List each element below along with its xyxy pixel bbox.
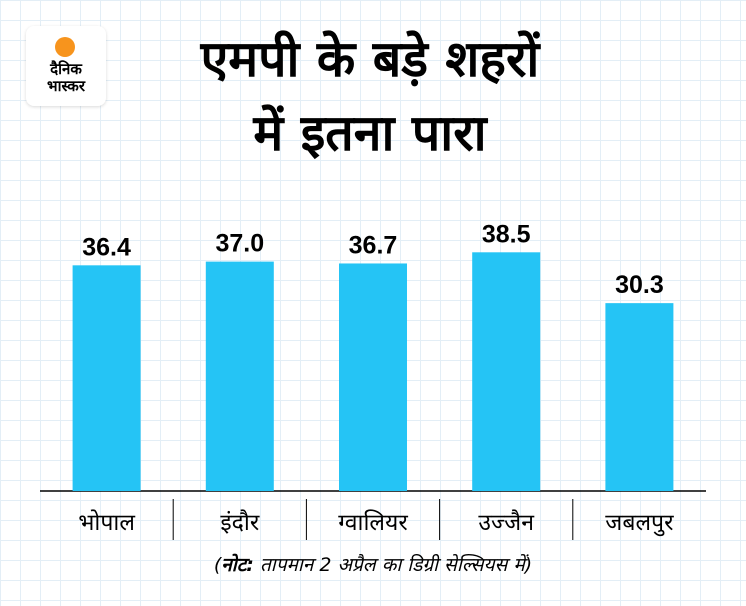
- brand-name-line2: भास्कर: [47, 77, 85, 95]
- bar: [72, 265, 141, 491]
- data-label: 38.5: [482, 220, 531, 248]
- note-text: तापमान 2 अप्रैल का डिग्री सेल्सियस में): [253, 554, 533, 576]
- bar: [339, 263, 407, 491]
- brand-name-line1: दैनिक: [50, 60, 82, 78]
- sun-icon: [55, 37, 75, 57]
- data-label: 36.7: [349, 231, 398, 259]
- x-tick-label: इंदौर: [220, 509, 259, 536]
- note-label: नोट:: [221, 554, 254, 576]
- x-tick-label: उज्जैन: [478, 509, 535, 536]
- bar: [472, 252, 541, 491]
- chart-note: (नोट: तापमान 2 अप्रैल का डिग्री सेल्सियस…: [0, 551, 746, 577]
- chart-title-line2: में इतना पारा: [253, 104, 487, 162]
- chart-title-line1: एमपी के बड़े शहरों: [200, 30, 540, 88]
- data-label: 30.3: [615, 271, 664, 299]
- x-tick-label: जबलपुर: [605, 510, 674, 537]
- bar: [605, 303, 674, 491]
- data-label: 36.4: [82, 233, 131, 261]
- x-tick-label: भोपाल: [78, 509, 135, 536]
- x-tick-label: ग्वालियर: [338, 509, 408, 536]
- bar: [205, 261, 274, 491]
- chart-title: एमपी के बड़े शहरों में इतना पारा: [130, 22, 610, 170]
- brand-logo: दैनिक भास्कर: [26, 26, 106, 106]
- data-label: 37.0: [215, 230, 264, 258]
- note-open-paren: (: [213, 554, 222, 576]
